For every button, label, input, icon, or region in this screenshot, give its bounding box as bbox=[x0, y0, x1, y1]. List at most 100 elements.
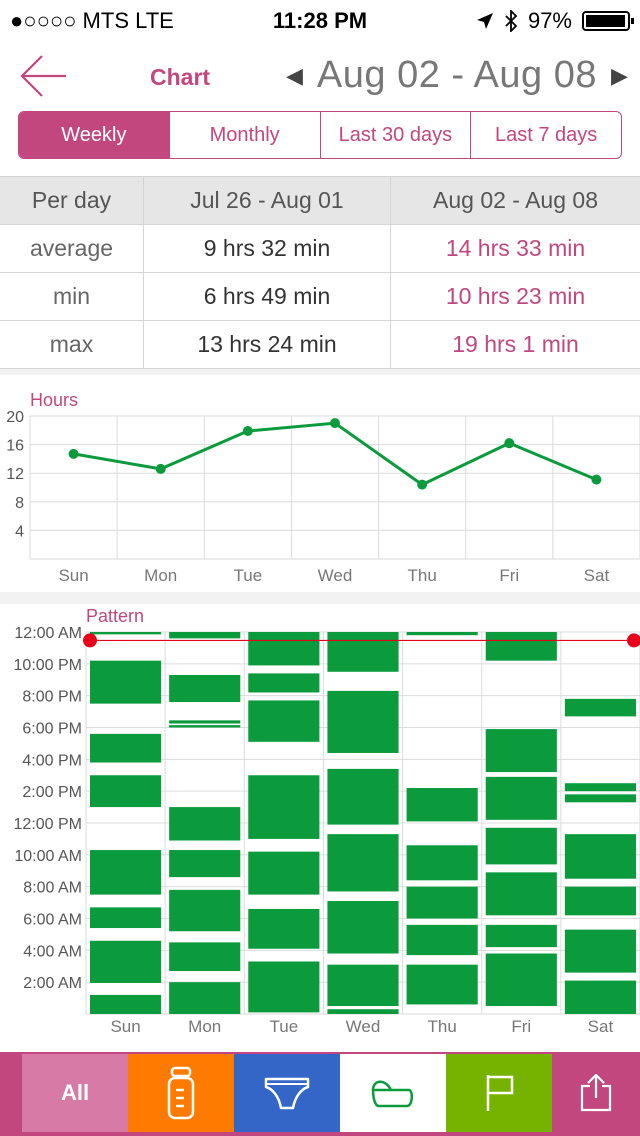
sleep-block bbox=[169, 982, 241, 1014]
sleep-block bbox=[406, 886, 478, 919]
sleep-block bbox=[169, 725, 241, 728]
y-tick-label: 10:00 AM bbox=[14, 848, 82, 865]
sleep-block bbox=[90, 994, 162, 1014]
tab-all[interactable]: All bbox=[22, 1054, 128, 1132]
next-period-button[interactable]: ▶ bbox=[610, 62, 628, 88]
sleep-block bbox=[485, 953, 557, 1007]
section-divider bbox=[0, 592, 640, 604]
data-point bbox=[504, 438, 515, 449]
x-tick-label: Sun bbox=[110, 1017, 140, 1036]
y-tick-label: 10:00 PM bbox=[14, 657, 82, 674]
sleep-block bbox=[564, 886, 636, 916]
sleep-block bbox=[485, 632, 557, 661]
stats-table: Per day Jul 26 - Aug 01 Aug 02 - Aug 08 … bbox=[0, 176, 640, 369]
share-button[interactable] bbox=[552, 1054, 640, 1132]
data-point bbox=[417, 479, 428, 490]
y-tick-label: 2:00 AM bbox=[23, 975, 82, 992]
x-tick-label: Wed bbox=[346, 1017, 381, 1036]
y-tick-label: 16 bbox=[6, 438, 24, 455]
sleep-block bbox=[485, 729, 557, 773]
hours-line-chart: 20 16 12 8 4 Sun Mon Tue Wed Thu Fri Sat bbox=[6, 409, 640, 585]
share-icon bbox=[580, 1074, 612, 1112]
stats-header-row: Per day Jul 26 - Aug 01 Aug 02 - Aug 08 bbox=[0, 176, 640, 225]
sleep-block bbox=[90, 775, 162, 808]
tab-milestones[interactable] bbox=[446, 1054, 552, 1132]
sleep-block bbox=[485, 776, 557, 820]
sleep-block bbox=[327, 1009, 399, 1014]
sleep-block bbox=[90, 850, 162, 895]
sleep-block bbox=[406, 787, 478, 822]
sleep-block bbox=[169, 807, 241, 841]
stats-header-per-day: Per day bbox=[0, 176, 144, 225]
status-bar: ●○○○○ MTS LTE 11:28 PM 97% bbox=[0, 0, 640, 40]
x-tick-label: Wed bbox=[318, 566, 353, 585]
crib-icon bbox=[371, 1080, 413, 1108]
bluetooth-icon bbox=[505, 10, 518, 32]
sleep-block bbox=[169, 632, 241, 639]
sleep-block bbox=[169, 720, 241, 724]
sleep-block bbox=[248, 851, 320, 895]
sleep-block bbox=[248, 700, 320, 742]
sleep-block bbox=[327, 900, 399, 954]
sleep-block bbox=[90, 632, 162, 635]
status-right: 97% bbox=[476, 8, 634, 34]
sleep-block bbox=[564, 980, 636, 1014]
stats-label: max bbox=[0, 320, 144, 369]
sleep-block bbox=[327, 632, 399, 672]
x-tick-label: Thu bbox=[407, 566, 436, 585]
sleep-block bbox=[485, 827, 557, 865]
segment-last-7-days[interactable]: Last 7 days bbox=[470, 112, 621, 158]
sleep-block bbox=[406, 632, 478, 636]
y-tick-label: 12:00 AM bbox=[14, 625, 82, 642]
tab-diaper[interactable] bbox=[234, 1054, 340, 1132]
segment-last-30-days[interactable]: Last 30 days bbox=[319, 112, 471, 158]
sleep-block bbox=[169, 674, 241, 703]
tab-feeding[interactable] bbox=[128, 1054, 234, 1132]
x-tick-label: Mon bbox=[144, 566, 177, 585]
battery-icon bbox=[582, 11, 634, 31]
data-point bbox=[155, 463, 166, 474]
sleep-block bbox=[90, 940, 162, 983]
y-tick-label: 8:00 AM bbox=[23, 880, 82, 897]
sleep-block bbox=[90, 907, 162, 929]
stats-row-min: min 6 hrs 49 min 10 hrs 23 min bbox=[0, 272, 640, 321]
stats-header-current: Aug 02 - Aug 08 bbox=[390, 176, 640, 225]
segment-weekly[interactable]: Weekly bbox=[19, 112, 169, 158]
y-tick-label: 20 bbox=[6, 409, 24, 426]
back-arrow-icon[interactable] bbox=[18, 52, 70, 100]
stats-current-value: 14 hrs 33 min bbox=[390, 224, 640, 273]
y-tick-label: 8 bbox=[15, 495, 24, 512]
y-tick-label: 4:00 PM bbox=[22, 752, 82, 769]
sleep-block bbox=[248, 961, 320, 1013]
stats-previous-value: 6 hrs 49 min bbox=[143, 272, 391, 321]
sleep-pattern-chart: 12:00 AM 10:00 PM 8:00 PM 6:00 PM 4:00 PM 2:0… bbox=[14, 625, 640, 1036]
current-time-marker bbox=[627, 633, 640, 648]
sleep-block bbox=[485, 872, 557, 916]
x-tick-label: Sat bbox=[588, 1017, 614, 1036]
sleep-block bbox=[564, 698, 636, 717]
location-icon bbox=[476, 13, 493, 29]
y-tick-label: 2:00 PM bbox=[22, 784, 82, 801]
x-tick-label: Thu bbox=[427, 1017, 456, 1036]
stats-label: min bbox=[0, 272, 144, 321]
x-tick-label: Mon bbox=[188, 1017, 221, 1036]
hours-chart-title: Hours bbox=[30, 390, 79, 410]
sleep-block bbox=[169, 850, 241, 878]
status-time: 11:28 PM bbox=[272, 8, 368, 33]
stats-label: average bbox=[0, 224, 144, 273]
previous-period-button[interactable]: ◀ bbox=[286, 62, 303, 88]
carrier-signal: ●○○○○ MTS LTE bbox=[10, 8, 174, 33]
y-tick-label: 8:00 PM bbox=[22, 689, 82, 706]
page-title: Chart bbox=[150, 64, 211, 90]
sleep-block bbox=[564, 834, 636, 879]
sleep-block bbox=[564, 929, 636, 973]
stats-previous-value: 9 hrs 32 min bbox=[143, 224, 391, 273]
section-divider bbox=[0, 369, 640, 375]
flag-icon bbox=[486, 1075, 514, 1111]
sleep-block bbox=[564, 783, 636, 792]
tab-sleep[interactable] bbox=[340, 1054, 446, 1132]
data-point bbox=[68, 448, 79, 459]
segment-monthly[interactable]: Monthly bbox=[168, 112, 320, 158]
diaper-icon bbox=[264, 1077, 310, 1110]
stats-row-average: average 9 hrs 32 min 14 hrs 33 min bbox=[0, 224, 640, 273]
